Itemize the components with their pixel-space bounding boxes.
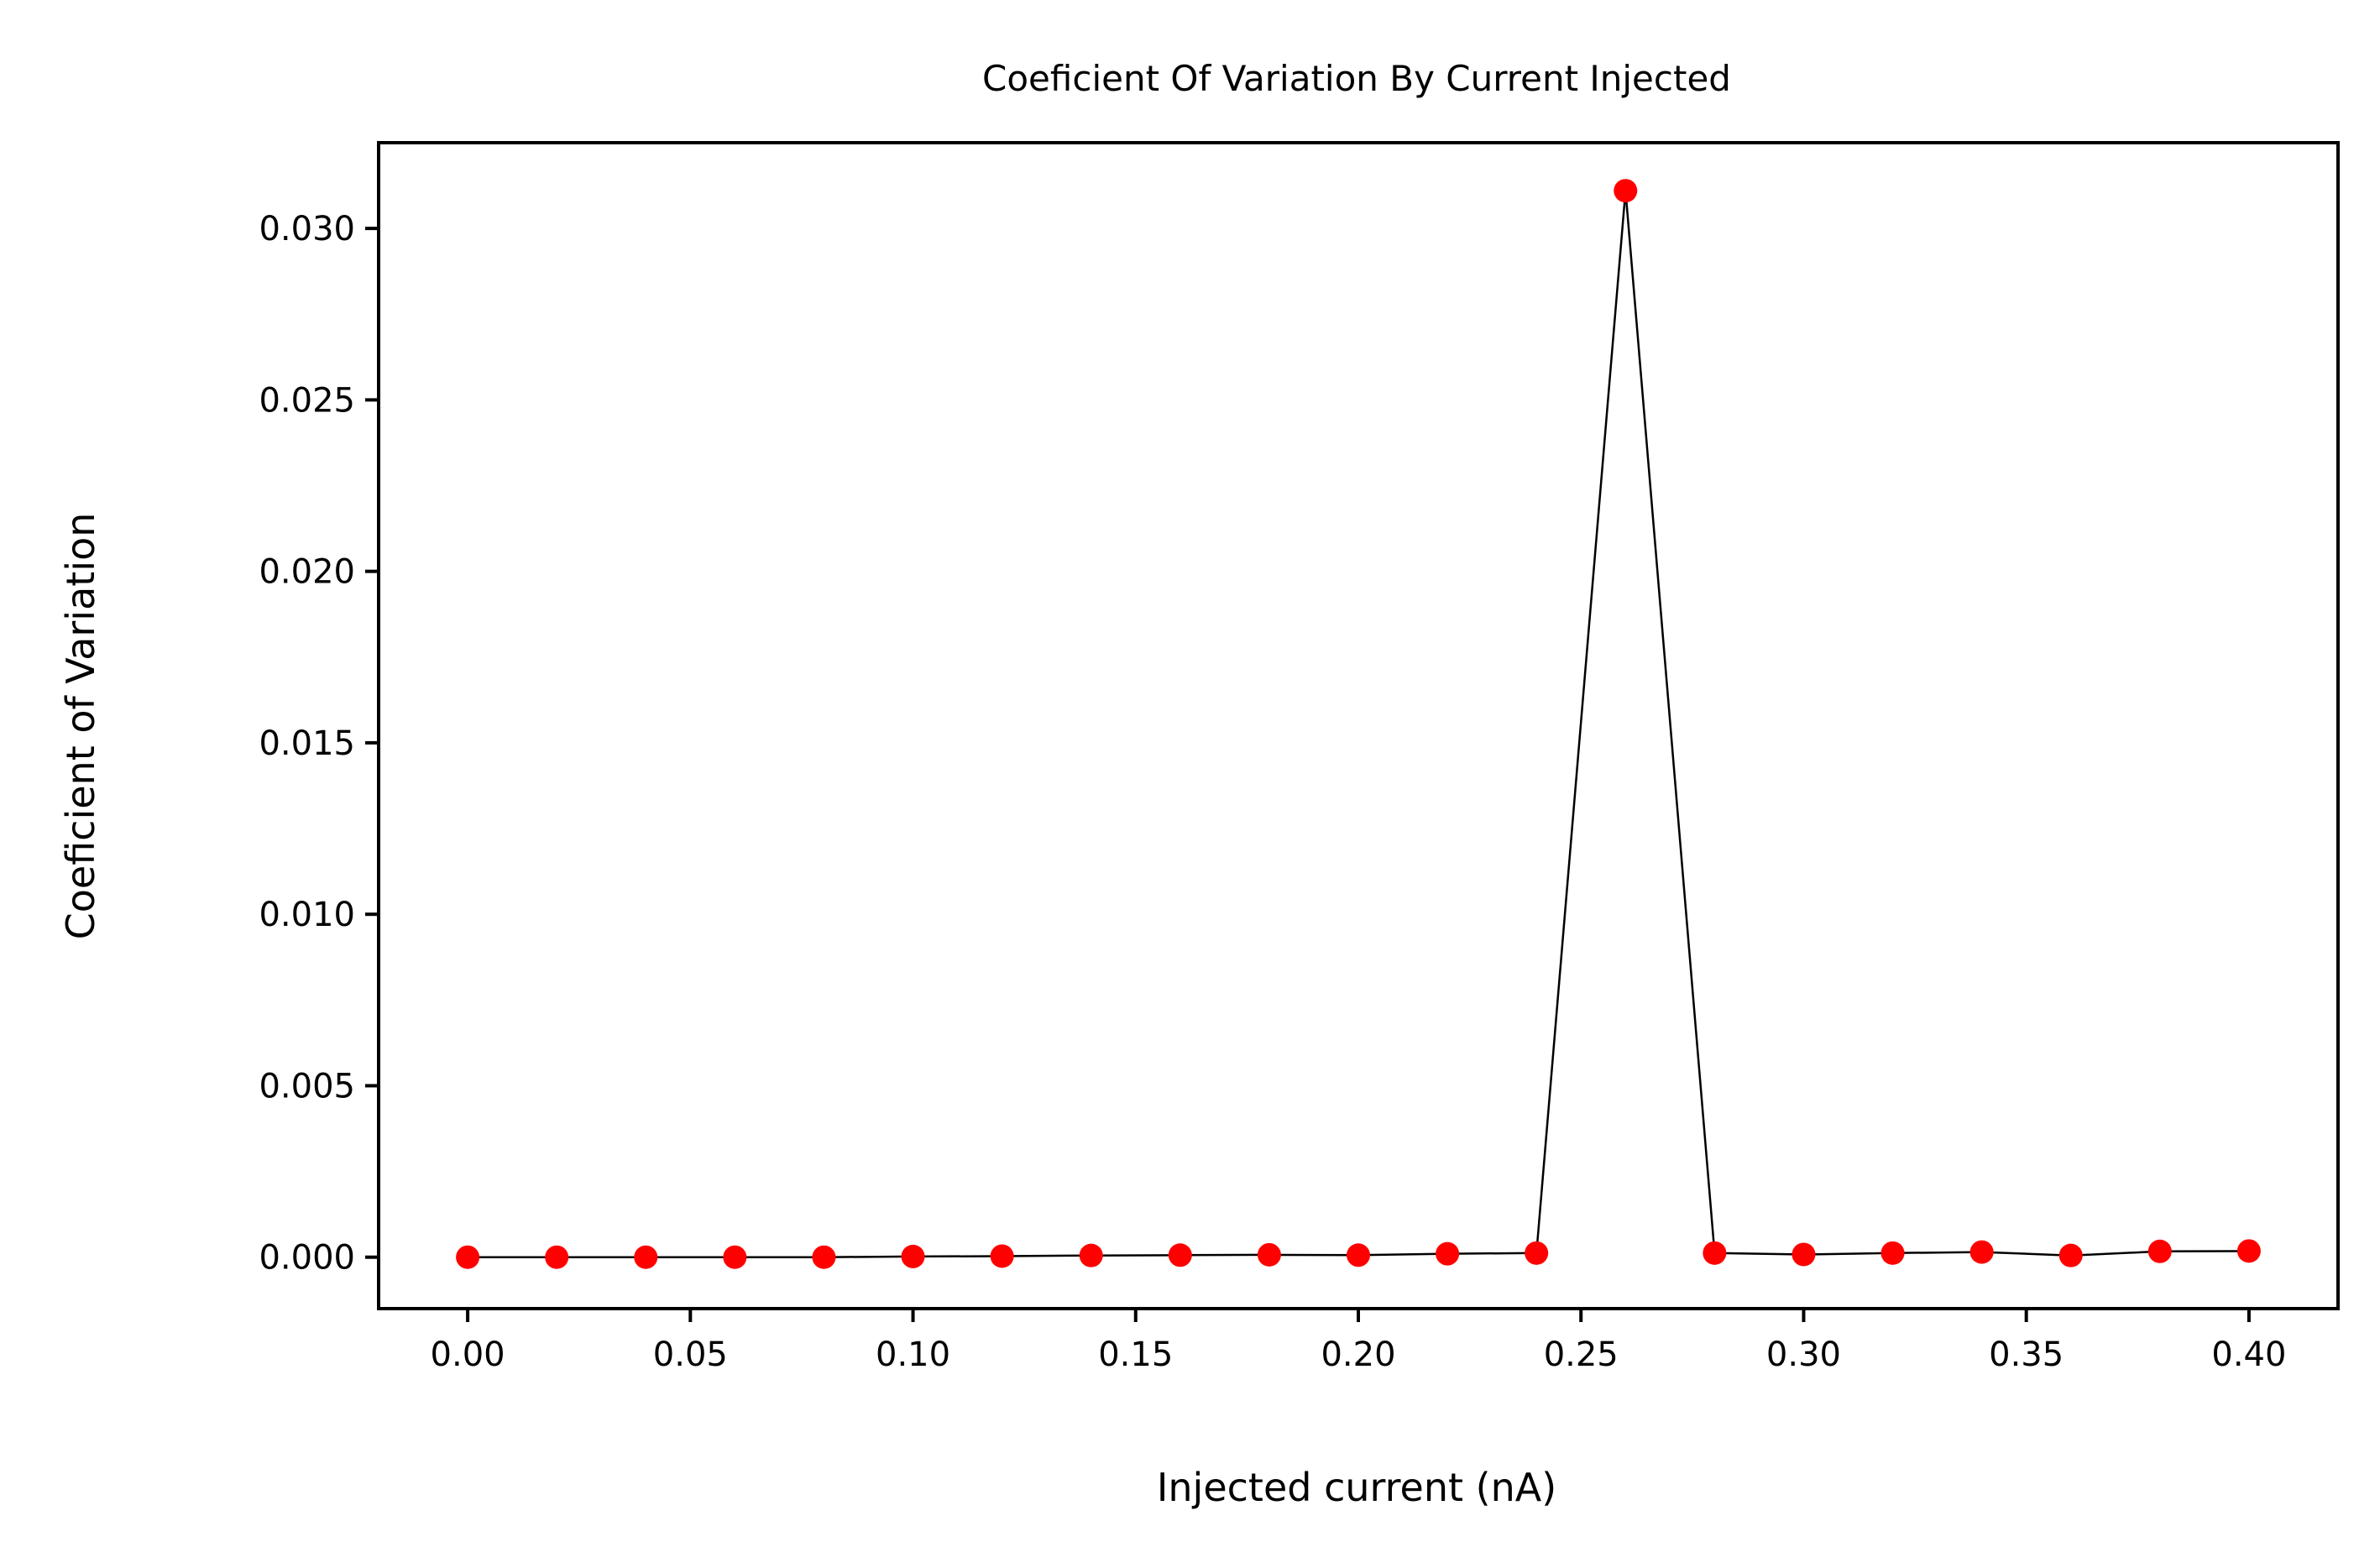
x-tick-label: 0.00 <box>431 1335 505 1374</box>
x-tick-label: 0.35 <box>1989 1335 2064 1374</box>
data-point <box>812 1245 836 1269</box>
y-tick-label: 0.005 <box>259 1067 355 1105</box>
data-point <box>1525 1241 1549 1265</box>
data-point <box>1614 179 1638 203</box>
x-tick-label: 0.15 <box>1098 1335 1173 1374</box>
data-point <box>2236 1239 2261 1263</box>
data-point <box>2147 1239 2172 1263</box>
data-point <box>723 1245 747 1269</box>
y-tick-label: 0.030 <box>259 210 355 248</box>
data-point <box>1436 1241 1460 1266</box>
data-point <box>1792 1242 1816 1267</box>
y-tick-label: 0.020 <box>259 553 355 592</box>
chart-title: Coeficient Of Variation By Current Injec… <box>982 58 1731 99</box>
data-point <box>1347 1243 1370 1267</box>
x-tick-label: 0.05 <box>653 1335 728 1374</box>
x-tick-label: 0.10 <box>876 1335 950 1374</box>
data-point <box>901 1244 925 1268</box>
x-tick-label: 0.20 <box>1321 1335 1395 1374</box>
x-tick-label: 0.40 <box>2211 1335 2286 1374</box>
data-point <box>990 1244 1014 1268</box>
data-point <box>1168 1243 1192 1267</box>
data-point <box>1257 1242 1281 1267</box>
data-point <box>1969 1240 1994 1264</box>
y-tick-label: 0.015 <box>259 724 355 763</box>
y-axis-label: Coeficient of Variation <box>58 513 103 940</box>
data-point <box>2058 1243 2083 1267</box>
y-tick-label: 0.010 <box>259 896 355 934</box>
x-axis: 0.00 0.05 0.10 0.15 0.20 0.25 0.30 0.35 0.40 <box>431 1309 2286 1374</box>
data-point <box>1880 1241 1905 1265</box>
x-axis-label: Injected current (nA) <box>1157 1465 1556 1510</box>
y-axis: 0.000 0.005 0.010 0.015 0.020 0.025 0.030 <box>259 210 379 1278</box>
x-tick-label: 0.30 <box>1766 1335 1841 1374</box>
plot-area <box>456 179 2261 1269</box>
data-point <box>1703 1241 1727 1265</box>
data-point <box>634 1245 658 1269</box>
data-point <box>456 1245 480 1269</box>
y-tick-label: 0.000 <box>259 1239 355 1278</box>
data-point <box>545 1245 569 1269</box>
y-tick-label: 0.025 <box>259 381 355 420</box>
data-point <box>1079 1243 1103 1267</box>
x-tick-label: 0.25 <box>1544 1335 1619 1374</box>
